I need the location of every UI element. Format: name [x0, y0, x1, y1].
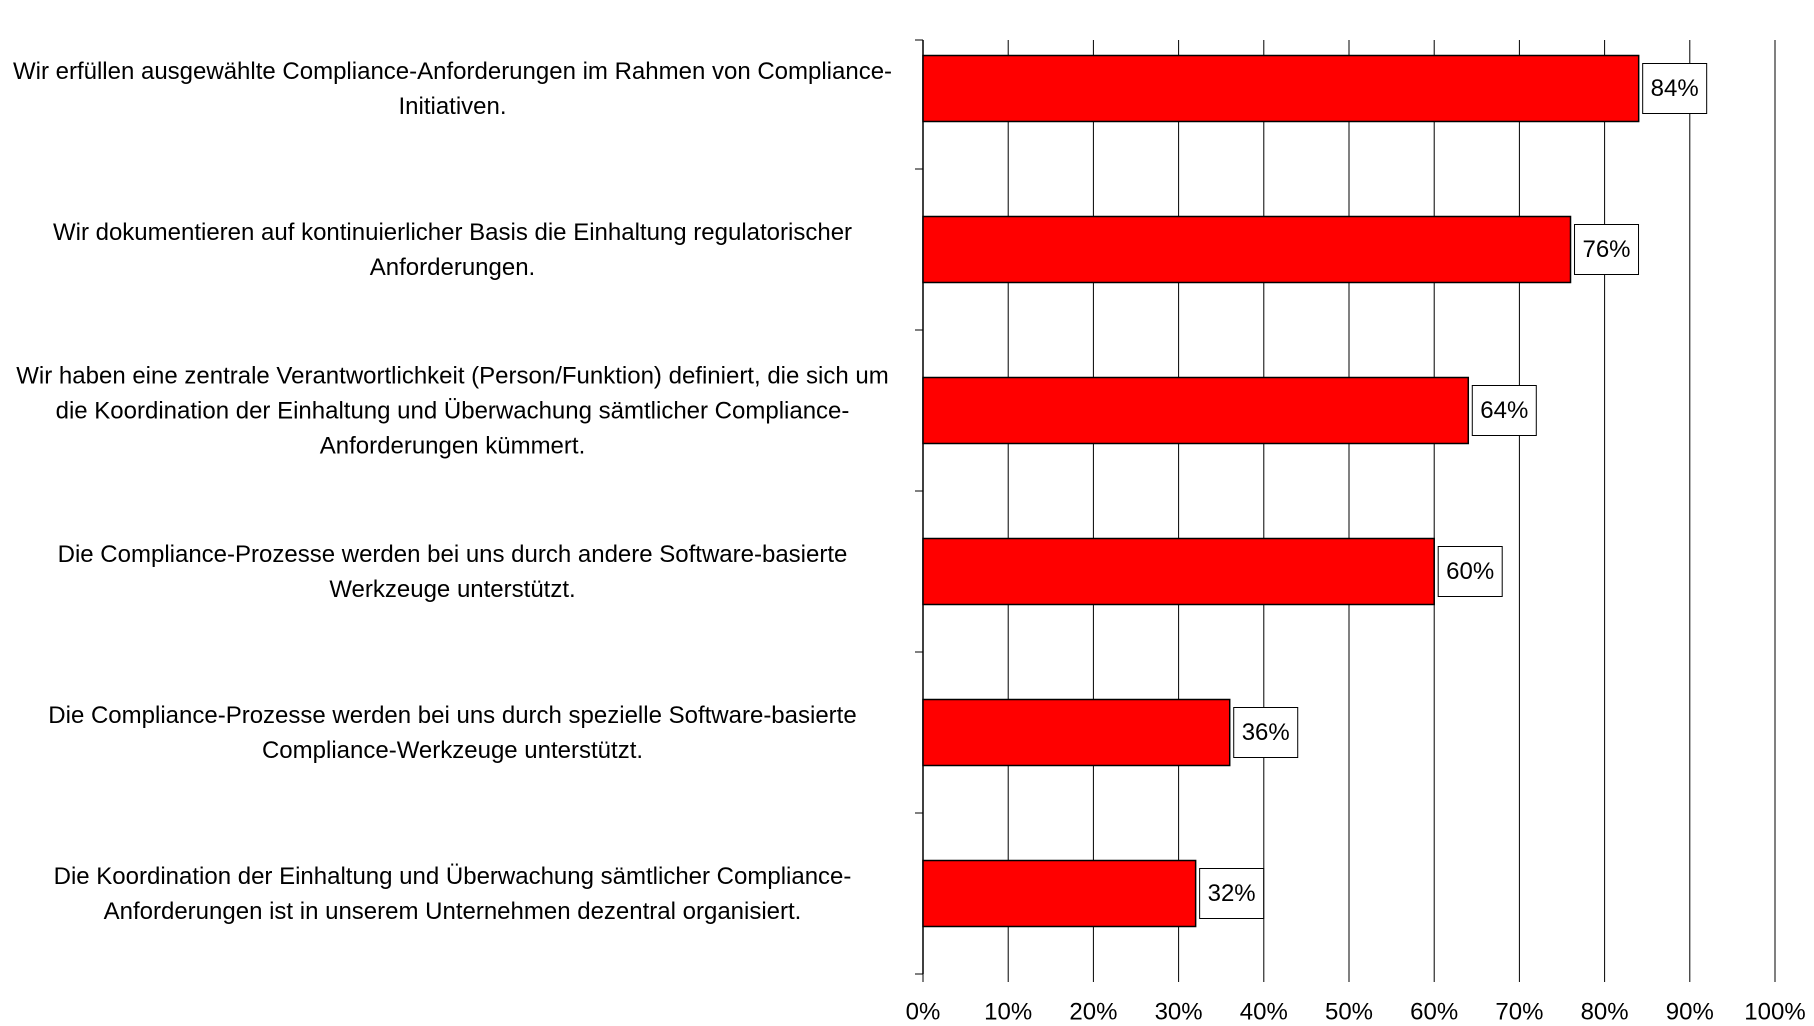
value-label-box	[1437, 546, 1503, 597]
x-tick-label: 20%	[1069, 998, 1117, 1025]
x-tick-label: 50%	[1325, 998, 1373, 1025]
value-label-box	[1233, 707, 1299, 758]
x-tick-label: 0%	[906, 998, 941, 1025]
category-label: Wir haben eine zentrale Verantwortlichke…	[16, 362, 889, 459]
category-label: Wir erfüllen ausgewählte Compliance-Anfo…	[12, 57, 893, 120]
x-tick-label: 40%	[1240, 998, 1288, 1025]
value-label: 60%	[1446, 558, 1494, 585]
x-tick-label: 80%	[1581, 998, 1629, 1025]
x-tick-label: 10%	[984, 998, 1032, 1025]
value-label: 36%	[1242, 719, 1290, 746]
value-label: 84%	[1651, 75, 1699, 102]
bar	[922, 698, 1231, 767]
category-label: Die Compliance-Prozesse werden bei uns d…	[48, 701, 857, 764]
value-label: 64%	[1480, 397, 1528, 424]
x-tick-label: 60%	[1410, 998, 1458, 1025]
value-label-box	[1199, 868, 1265, 919]
category-label: Die Compliance-Prozesse werden bei uns d…	[57, 540, 848, 603]
x-tick-label: 70%	[1495, 998, 1543, 1025]
value-label: 32%	[1208, 880, 1256, 907]
category-label: Wir dokumentieren auf kontinuierlicher B…	[52, 218, 853, 281]
value-label-box	[1574, 224, 1640, 275]
bar	[922, 859, 1197, 928]
bar	[922, 376, 1470, 445]
bar	[922, 54, 1640, 123]
category-label: Die Koordination der Einhaltung und Über…	[53, 862, 852, 925]
bar	[922, 537, 1435, 606]
x-tick-label: 90%	[1666, 998, 1714, 1025]
x-tick-label: 100%	[1744, 998, 1805, 1025]
value-label-box	[1471, 385, 1537, 436]
x-tick-label: 30%	[1155, 998, 1203, 1025]
value-label-box	[1642, 63, 1708, 114]
bar	[922, 215, 1572, 284]
value-label: 76%	[1582, 236, 1630, 263]
